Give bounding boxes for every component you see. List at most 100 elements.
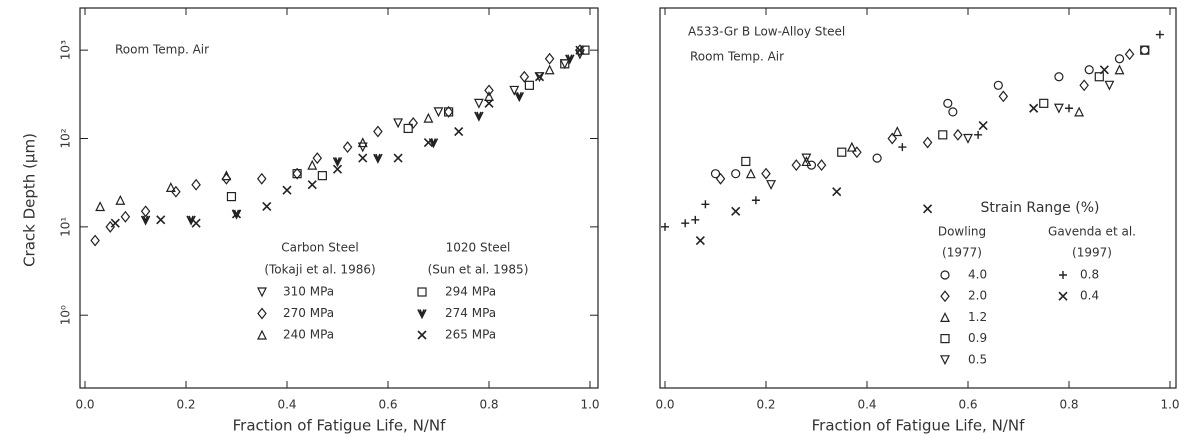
data-point bbox=[423, 112, 434, 123]
data-point bbox=[923, 204, 933, 214]
data-point bbox=[1054, 72, 1064, 82]
data-point bbox=[922, 136, 933, 149]
data-point bbox=[403, 123, 413, 134]
data-point bbox=[544, 64, 555, 75]
y-tick-label: 10¹ bbox=[59, 217, 73, 237]
chart-title: A533-Gr B Low-Alloy Steel bbox=[688, 25, 845, 39]
x-tick-label: 0.0 bbox=[655, 398, 674, 412]
data-point bbox=[681, 219, 690, 228]
x-tick-label: 1.0 bbox=[580, 398, 599, 412]
data-point bbox=[1029, 103, 1039, 113]
data-point bbox=[745, 168, 756, 179]
data-point bbox=[998, 90, 1009, 103]
data-point bbox=[1039, 98, 1049, 108]
y-tick-label: 10³ bbox=[59, 40, 73, 60]
data-point bbox=[191, 218, 201, 228]
data-point bbox=[332, 157, 343, 168]
annotation: Room Temp. Air bbox=[115, 43, 209, 57]
data-point bbox=[115, 194, 126, 205]
data-point bbox=[165, 182, 176, 192]
legend-group-subtitle: (Tokaji et al. 1986) bbox=[264, 263, 375, 277]
data-point bbox=[565, 54, 575, 65]
data-point bbox=[262, 201, 272, 212]
data-point bbox=[1099, 65, 1109, 75]
data-point bbox=[524, 80, 535, 90]
data-point bbox=[701, 200, 710, 209]
legend-marker bbox=[257, 287, 267, 298]
data-point bbox=[1074, 106, 1085, 117]
x-tick-label: 0.8 bbox=[1059, 398, 1078, 412]
data-point bbox=[519, 70, 530, 83]
plot-frame bbox=[659, 7, 1177, 389]
y-tick-label: 10² bbox=[59, 128, 73, 148]
data-point bbox=[695, 235, 705, 246]
data-point bbox=[509, 85, 520, 96]
data-point bbox=[953, 128, 963, 141]
data-point bbox=[292, 169, 302, 179]
legend-marker bbox=[257, 307, 267, 320]
legend-marker bbox=[940, 270, 950, 280]
data-point bbox=[837, 147, 847, 157]
data-point bbox=[312, 152, 323, 165]
data-point bbox=[423, 137, 433, 148]
data-point bbox=[95, 201, 106, 212]
data-point bbox=[791, 159, 802, 172]
data-point bbox=[484, 91, 494, 101]
data-point bbox=[393, 153, 403, 163]
x-tick-label: 0.8 bbox=[479, 398, 498, 412]
data-point bbox=[105, 220, 116, 233]
data-point bbox=[1114, 64, 1125, 75]
data-point bbox=[974, 130, 983, 139]
legend-group-subtitle: (1977) bbox=[942, 246, 982, 260]
data-point bbox=[444, 107, 454, 117]
data-point bbox=[156, 215, 166, 225]
legend-group-title: 1020 Steel bbox=[446, 241, 511, 255]
data-point bbox=[661, 222, 669, 231]
data-point bbox=[226, 192, 237, 202]
data-point bbox=[140, 215, 151, 226]
legend-marker bbox=[940, 290, 950, 303]
data-point bbox=[256, 172, 267, 185]
data-point bbox=[963, 133, 973, 144]
data-point bbox=[140, 205, 151, 218]
data-point bbox=[887, 132, 898, 145]
data-point bbox=[1155, 30, 1164, 39]
x-tick-label: 0.2 bbox=[176, 398, 195, 412]
y-tick-label: 10⁰ bbox=[59, 305, 73, 325]
data-point bbox=[898, 143, 907, 152]
data-point bbox=[171, 185, 181, 198]
data-point bbox=[534, 72, 545, 82]
legend-marker bbox=[417, 309, 427, 320]
data-point bbox=[358, 153, 368, 163]
legend-label: 265 MPa bbox=[445, 328, 496, 342]
legend-label: 0.5 bbox=[968, 352, 987, 366]
x-axis-label: Fraction of Fatigue Life, N/Nf bbox=[812, 417, 1025, 435]
legend-label: 270 MPa bbox=[283, 306, 334, 320]
data-point bbox=[801, 156, 812, 167]
legend-label: 0.4 bbox=[1080, 289, 1099, 303]
data-point bbox=[1053, 103, 1064, 114]
data-point bbox=[1079, 79, 1089, 92]
data-point bbox=[892, 126, 903, 137]
data-point bbox=[1094, 72, 1104, 82]
data-point bbox=[307, 180, 317, 190]
legend-marker bbox=[940, 312, 950, 322]
data-point bbox=[938, 130, 948, 140]
data-point bbox=[731, 206, 741, 216]
data-point bbox=[846, 141, 857, 152]
data-point bbox=[342, 141, 353, 154]
legend-marker bbox=[417, 287, 427, 297]
legend-label: 1.2 bbox=[968, 310, 987, 324]
data-point bbox=[872, 153, 882, 163]
data-point bbox=[978, 121, 988, 131]
data-point bbox=[1065, 104, 1073, 113]
data-point bbox=[514, 91, 525, 103]
data-point bbox=[443, 105, 454, 118]
y-axis-label: Crack Depth (μm) bbox=[21, 133, 39, 267]
data-point bbox=[317, 171, 327, 181]
data-point bbox=[575, 45, 585, 55]
data-point bbox=[1114, 54, 1125, 64]
data-point bbox=[544, 52, 555, 65]
data-point bbox=[993, 80, 1003, 90]
data-point bbox=[292, 167, 302, 180]
